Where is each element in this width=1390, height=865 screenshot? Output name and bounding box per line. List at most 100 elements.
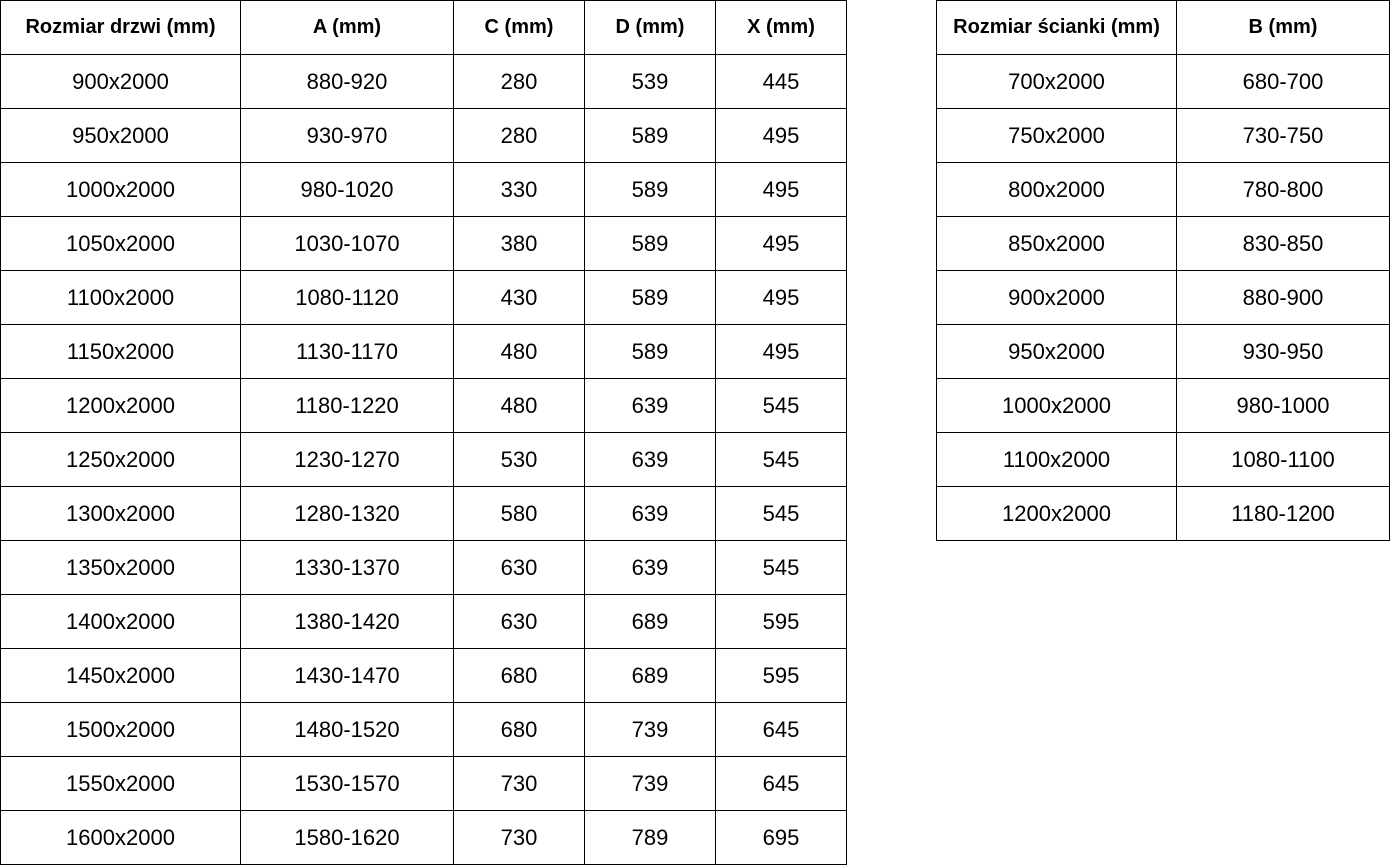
table-cell: 1380-1420	[240, 594, 454, 649]
table-cell: 950x2000	[0, 108, 241, 163]
table-cell: 680	[453, 702, 585, 757]
table-cell: 789	[584, 810, 716, 865]
table-cell: 1000x2000	[936, 378, 1177, 433]
table-cell: 680	[453, 648, 585, 703]
table-cell: 1180-1220	[240, 378, 454, 433]
table-row: 1000x2000 980-1020 330 589 495	[0, 162, 847, 217]
table-cell: 1080-1120	[240, 270, 454, 325]
column-header: Rozmiar ścianki (mm)	[936, 0, 1177, 55]
table-row: 1100x2000 1080-1100	[936, 432, 1390, 487]
table-cell: 1200x2000	[0, 378, 241, 433]
table-cell: 880-900	[1176, 270, 1390, 325]
table-cell: 1330-1370	[240, 540, 454, 595]
table-cell: 530	[453, 432, 585, 487]
table-cell: 639	[584, 378, 716, 433]
column-header: D (mm)	[584, 0, 716, 55]
header-row: Rozmiar drzwi (mm) A (mm) C (mm) D (mm) X (m…	[0, 0, 847, 55]
table-cell: 980-1020	[240, 162, 454, 217]
table-cell: 595	[715, 594, 847, 649]
table-cell: 545	[715, 486, 847, 541]
table-cell: 645	[715, 702, 847, 757]
table-cell: 730	[453, 810, 585, 865]
table-cell: 880-920	[240, 54, 454, 109]
column-header: C (mm)	[453, 0, 585, 55]
table-row: 1050x2000 1030-1070 380 589 495	[0, 216, 847, 271]
table-cell: 430	[453, 270, 585, 325]
table-cell: 1030-1070	[240, 216, 454, 271]
table-cell: 930-950	[1176, 324, 1390, 379]
table-cell: 739	[584, 756, 716, 811]
table-cell: 1280-1320	[240, 486, 454, 541]
table-cell: 589	[584, 162, 716, 217]
table-cell: 900x2000	[936, 270, 1177, 325]
table-cell: 1530-1570	[240, 756, 454, 811]
table-cell: 1100x2000	[936, 432, 1177, 487]
table-cell: 1200x2000	[936, 486, 1177, 541]
table-cell: 1230-1270	[240, 432, 454, 487]
table-cell: 495	[715, 216, 847, 271]
door-size-table: Rozmiar drzwi (mm) A (mm) C (mm) D (mm) X (m…	[0, 0, 847, 865]
table-cell: 739	[584, 702, 716, 757]
table-row: 1500x2000 1480-1520 680 739 645	[0, 702, 847, 757]
table-cell: 589	[584, 108, 716, 163]
table-cell: 800x2000	[936, 162, 1177, 217]
table-cell: 900x2000	[0, 54, 241, 109]
table-cell: 1050x2000	[0, 216, 241, 271]
table-cell: 1000x2000	[0, 162, 241, 217]
header-row: Rozmiar ścianki (mm) B (mm)	[936, 0, 1390, 55]
table-cell: 495	[715, 324, 847, 379]
table-cell: 930-970	[240, 108, 454, 163]
table-row: 1400x2000 1380-1420 630 689 595	[0, 594, 847, 649]
table-row: 850x2000 830-850	[936, 216, 1390, 271]
table-cell: 1500x2000	[0, 702, 241, 757]
table-row: 700x2000 680-700	[936, 54, 1390, 109]
table-cell: 1430-1470	[240, 648, 454, 703]
table-row: 1100x2000 1080-1120 430 589 495	[0, 270, 847, 325]
table-cell: 539	[584, 54, 716, 109]
table-cell: 545	[715, 540, 847, 595]
table-cell: 1550x2000	[0, 756, 241, 811]
table-row: 1550x2000 1530-1570 730 739 645	[0, 756, 847, 811]
table-row: 1200x2000 1180-1200	[936, 486, 1390, 541]
table-cell: 780-800	[1176, 162, 1390, 217]
table-cell: 639	[584, 486, 716, 541]
table-row: 1350x2000 1330-1370 630 639 545	[0, 540, 847, 595]
table-row: 1150x2000 1130-1170 480 589 495	[0, 324, 847, 379]
table-cell: 950x2000	[936, 324, 1177, 379]
table-cell: 545	[715, 432, 847, 487]
table-cell: 380	[453, 216, 585, 271]
table-cell: 639	[584, 540, 716, 595]
table-cell: 850x2000	[936, 216, 1177, 271]
table-row: 1450x2000 1430-1470 680 689 595	[0, 648, 847, 703]
table-cell: 730	[453, 756, 585, 811]
table-cell: 639	[584, 432, 716, 487]
table-cell: 630	[453, 540, 585, 595]
table-cell: 280	[453, 108, 585, 163]
table-row: 1300x2000 1280-1320 580 639 545	[0, 486, 847, 541]
column-header: A (mm)	[240, 0, 454, 55]
table-cell: 630	[453, 594, 585, 649]
table-cell: 495	[715, 270, 847, 325]
table-cell: 1150x2000	[0, 324, 241, 379]
table-cell: 645	[715, 756, 847, 811]
column-header: Rozmiar drzwi (mm)	[0, 0, 241, 55]
table-cell: 1080-1100	[1176, 432, 1390, 487]
table-row: 950x2000 930-950	[936, 324, 1390, 379]
table-cell: 1350x2000	[0, 540, 241, 595]
table-cell: 580	[453, 486, 585, 541]
table-cell: 1480-1520	[240, 702, 454, 757]
table-cell: 1400x2000	[0, 594, 241, 649]
table-row: 1250x2000 1230-1270 530 639 545	[0, 432, 847, 487]
table-cell: 1300x2000	[0, 486, 241, 541]
table-cell: 689	[584, 594, 716, 649]
table-row: 1600x2000 1580-1620 730 789 695	[0, 810, 847, 865]
table-cell: 480	[453, 378, 585, 433]
wall-size-table: Rozmiar ścianki (mm) B (mm) 700x2000 680-7…	[936, 0, 1390, 541]
table-row: 900x2000 880-900	[936, 270, 1390, 325]
column-header: X (mm)	[715, 0, 847, 55]
table-cell: 700x2000	[936, 54, 1177, 109]
table-cell: 495	[715, 162, 847, 217]
table-cell: 495	[715, 108, 847, 163]
table-cell: 595	[715, 648, 847, 703]
table-row: 900x2000 880-920 280 539 445	[0, 54, 847, 109]
